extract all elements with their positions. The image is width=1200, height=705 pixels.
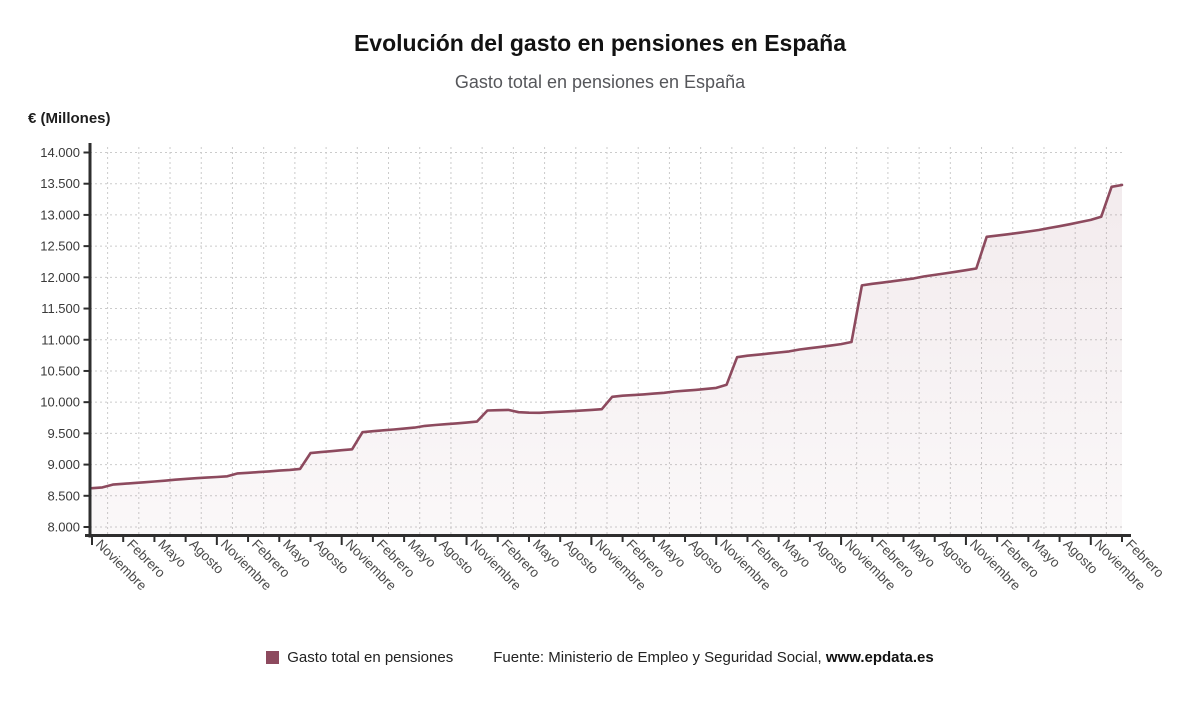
y-tick-label: 10.000 bbox=[40, 395, 80, 410]
x-tick-label: Agosto bbox=[686, 537, 726, 577]
y-axis-unit-label: € (Millones) bbox=[28, 110, 111, 127]
page-subtitle: Gasto total en pensiones en España bbox=[454, 72, 746, 92]
series-line-gasto-total bbox=[90, 183, 1124, 490]
y-tick-label: 9.000 bbox=[47, 457, 80, 472]
x-tick-label: Agosto bbox=[311, 537, 351, 577]
y-tick-label: 8.500 bbox=[47, 488, 80, 503]
y-tick-label: 14.000 bbox=[40, 145, 80, 160]
x-tick-label: Agosto bbox=[187, 537, 227, 577]
y-tick-label: 11.500 bbox=[41, 301, 80, 316]
source-text: Fuente: Ministerio de Empleo y Seguridad… bbox=[493, 649, 934, 666]
y-tick-label: 10.500 bbox=[40, 363, 80, 378]
x-tick-label: Agosto bbox=[436, 537, 476, 577]
x-tick-label: Agosto bbox=[1060, 537, 1100, 577]
chart-footer: Gasto total en pensiones Fuente: Ministe… bbox=[0, 649, 1200, 666]
y-tick-label: 11.000 bbox=[41, 332, 80, 347]
y-tick-label: 9.500 bbox=[47, 426, 80, 441]
y-tick-label: 12.500 bbox=[40, 239, 80, 254]
page-title: Evolución del gasto en pensiones en Espa… bbox=[353, 30, 847, 56]
y-tick-label: 12.000 bbox=[40, 270, 80, 285]
y-tick-label: 13.500 bbox=[40, 176, 80, 191]
x-tick-label: Agosto bbox=[811, 537, 851, 577]
series-area-gasto-total bbox=[92, 185, 1122, 536]
source-prefix: Fuente: Ministerio de Empleo y Seguridad… bbox=[493, 649, 826, 666]
y-tick-label: 13.000 bbox=[40, 207, 80, 222]
y-tick-label: 8.000 bbox=[47, 520, 80, 535]
legend-marker-icon bbox=[266, 651, 280, 664]
x-tick-label: Agosto bbox=[936, 537, 976, 577]
source-link[interactable]: www.epdata.es bbox=[825, 649, 934, 666]
legend-label: Gasto total en pensiones bbox=[287, 649, 454, 666]
legend-item-gasto-total: Gasto total en pensiones bbox=[266, 649, 453, 666]
x-tick-label: Agosto bbox=[561, 537, 601, 577]
